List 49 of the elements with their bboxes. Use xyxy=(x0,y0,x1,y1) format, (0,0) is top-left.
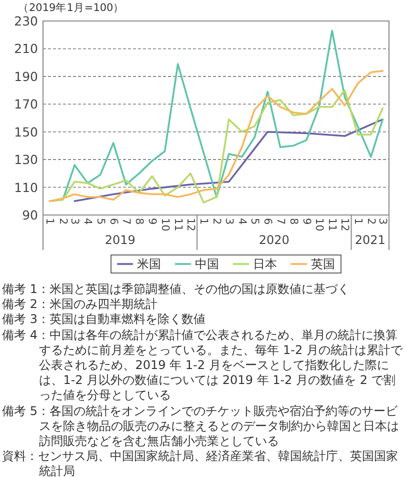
x-tick-label: 7 xyxy=(120,218,132,225)
y-tick-label: 150 xyxy=(14,124,38,140)
x-tick-label: 4 xyxy=(236,218,248,225)
text: 備考 1：米国と英国は季節調整値、その他の国は原数値に基づく xyxy=(2,282,350,298)
text: 2019 xyxy=(104,233,136,247)
x-tick-label: 10 xyxy=(158,218,171,232)
y-tick-label: 190 xyxy=(14,68,38,84)
x-tick-label: 1 xyxy=(198,218,210,225)
text: 備考 3：英国は自動車燃料を除く数値 xyxy=(2,312,206,328)
legend-label: 中国 xyxy=(195,257,219,271)
x-tick-label: 8 xyxy=(287,218,300,225)
x-tick-label: 2 xyxy=(210,218,223,225)
x-tick-label: 5 xyxy=(94,218,106,225)
x-tick-label: 3 xyxy=(68,218,81,225)
y-tick-label: 130 xyxy=(14,152,38,168)
x-tick-label: 7 xyxy=(274,218,286,225)
text: 2021 xyxy=(354,233,386,247)
x-tick-label: 2 xyxy=(56,218,69,225)
x-tick-label: 10 xyxy=(313,218,326,232)
x-tick-label: 1 xyxy=(44,218,56,225)
x-tick-label: 12 xyxy=(338,218,351,232)
x-tick-label: 11 xyxy=(326,218,338,232)
y-tick-label: 210 xyxy=(14,41,38,56)
legend-label: 英国 xyxy=(311,257,335,271)
text: 備考 5：各国の統計をオンラインでのチケット販売や宿泊予約等のサービスを除き物品の販売のみに整えるとのデータ制約から韓国と日本は訪問販売などを含む無店舗小売業としている xyxy=(2,404,400,450)
legend-label: 日本 xyxy=(253,257,277,271)
y-tick-label: 170 xyxy=(14,96,38,112)
y-tick-label: 110 xyxy=(14,180,38,195)
x-tick-label: 6 xyxy=(107,218,120,225)
x-tick-label: 9 xyxy=(146,218,158,225)
x-tick-label: 3 xyxy=(376,218,389,225)
x-tick-label: 9 xyxy=(300,218,312,225)
x-tick-label: 3 xyxy=(222,218,235,225)
x-tick-label: 12 xyxy=(184,218,197,232)
legend-label: 米国 xyxy=(137,257,161,271)
y-tick-label: 230 xyxy=(14,14,38,28)
y-tick-label: 90 xyxy=(22,208,38,222)
x-tick-label: 5 xyxy=(248,218,261,225)
x-tick-label: 6 xyxy=(262,218,274,225)
text: 2020 xyxy=(258,233,290,247)
text: 備考 2：米国のみ四半期統計 xyxy=(2,297,158,312)
x-tick-label: 2 xyxy=(364,218,377,225)
text: 備考 4：中国は各年の統計が累計値で公表されるため、単月の統計に換算するために前月差をとっている。また、毎年 1-2 月の統計は累計で公表されるため、2019 年 1-2 月をベースとして指数化した際には、1-2 月以外の数値については 2019 年 1-2 月の数値を 2 で割った値を分母としている xyxy=(2,328,404,404)
x-tick-label: 8 xyxy=(133,218,146,225)
x-tick-label: 1 xyxy=(352,218,364,225)
y-axis-title: （2019年1月=100） xyxy=(18,2,124,14)
text: 資料：センサス局、中国国家統計局、経済産業省、韓国統計庁、英国国家統計局 xyxy=(2,449,399,477)
x-tick-label: 11 xyxy=(172,218,184,232)
x-tick-label: 4 xyxy=(82,218,94,225)
